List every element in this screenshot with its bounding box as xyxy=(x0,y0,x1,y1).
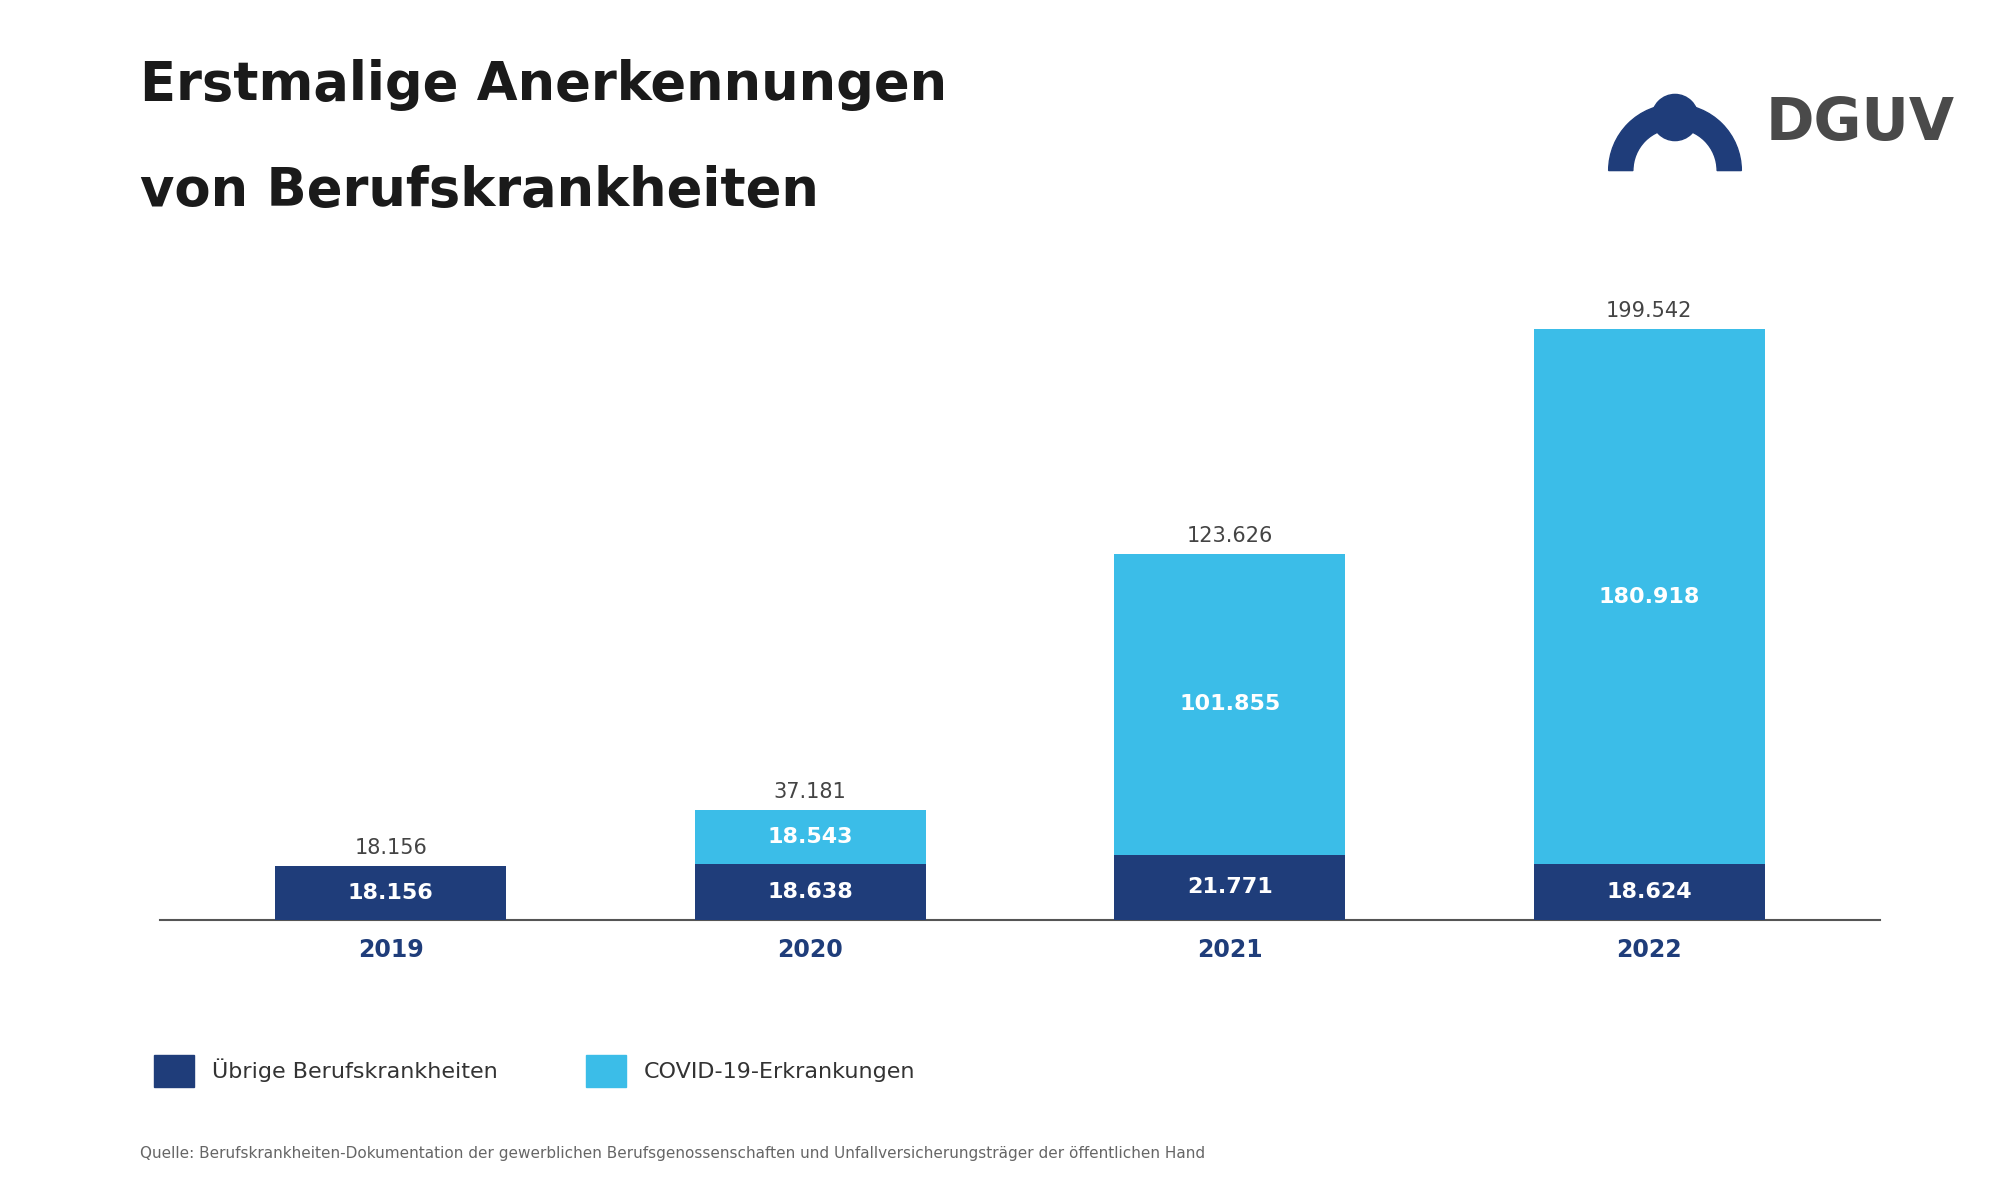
Bar xyxy=(694,864,926,920)
Text: 199.542: 199.542 xyxy=(1606,302,1692,322)
Text: 18.156: 18.156 xyxy=(354,838,428,858)
Text: 123.626: 123.626 xyxy=(1186,526,1272,546)
Text: von Berufskrankheiten: von Berufskrankheiten xyxy=(140,165,818,217)
Bar xyxy=(1534,864,1764,920)
Text: DGUV: DGUV xyxy=(1766,95,1956,152)
Bar xyxy=(276,865,506,920)
Legend: Übrige Berufskrankheiten, COVID-19-Erkrankungen: Übrige Berufskrankheiten, COVID-19-Erkra… xyxy=(154,1055,916,1087)
Text: 180.918: 180.918 xyxy=(1598,587,1700,607)
Bar xyxy=(1534,329,1764,864)
Bar xyxy=(1114,855,1346,920)
Text: 37.181: 37.181 xyxy=(774,782,846,802)
Wedge shape xyxy=(1608,104,1742,171)
Text: 18.156: 18.156 xyxy=(348,883,434,903)
Text: 18.543: 18.543 xyxy=(768,826,852,847)
Text: Erstmalige Anerkennungen: Erstmalige Anerkennungen xyxy=(140,59,948,111)
Text: Quelle: Berufskrankheiten-Dokumentation der gewerblichen Berufsgenossenschaften : Quelle: Berufskrankheiten-Dokumentation … xyxy=(140,1146,1206,1161)
Bar xyxy=(694,810,926,864)
Text: 21.771: 21.771 xyxy=(1186,877,1272,897)
Bar xyxy=(1114,553,1346,855)
Text: 18.624: 18.624 xyxy=(1606,882,1692,902)
Text: 18.638: 18.638 xyxy=(768,882,854,902)
Circle shape xyxy=(1652,94,1698,140)
Text: 101.855: 101.855 xyxy=(1180,694,1280,714)
